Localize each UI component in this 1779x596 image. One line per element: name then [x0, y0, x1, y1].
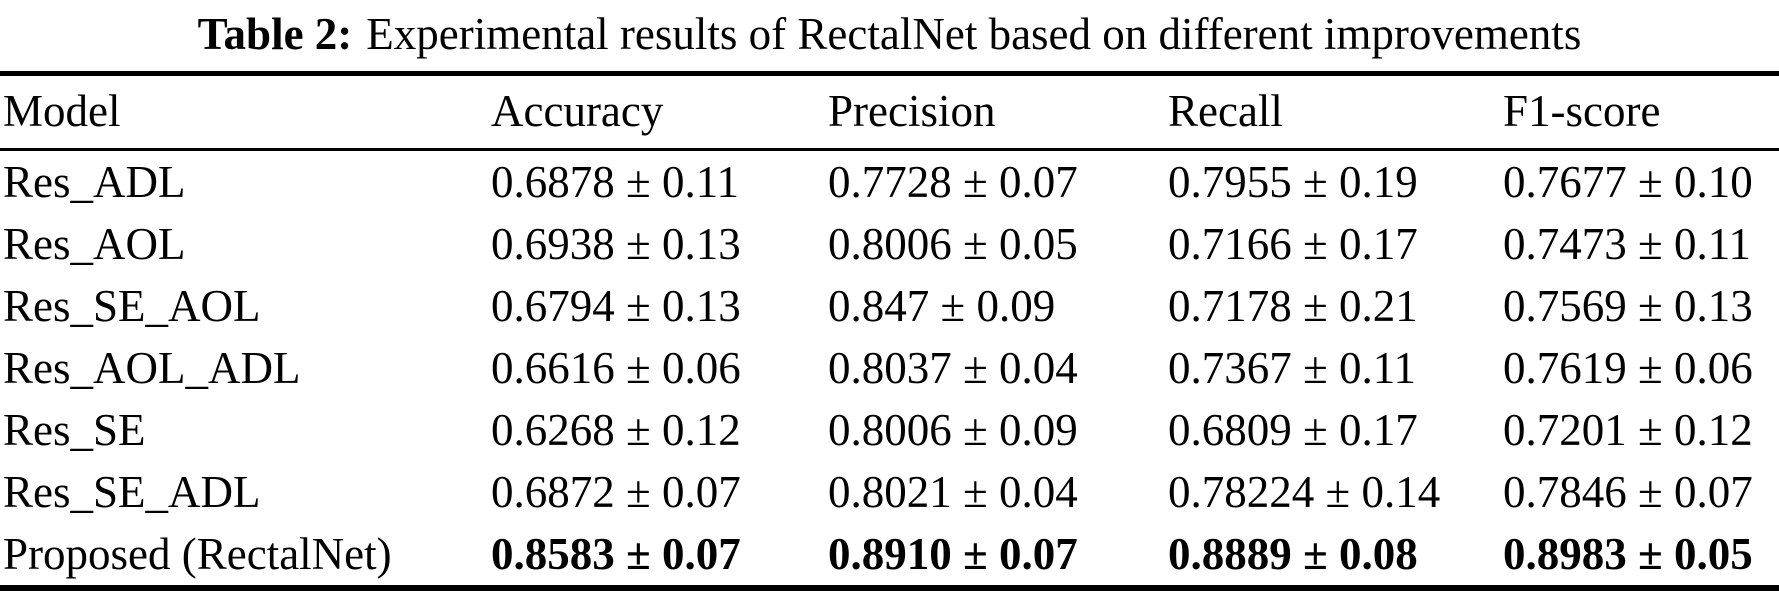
- model-name-cell: Res_SE: [3, 405, 146, 455]
- recall-cell: 0.8889 ± 0.08: [1168, 529, 1418, 579]
- precision-cell: 0.8006 ± 0.05: [828, 219, 1078, 269]
- table-caption-label: Table 2:: [197, 9, 353, 59]
- recall-cell: 0.7166 ± 0.17: [1168, 219, 1418, 269]
- table-row: Res_SE_ADL 0.6872 ± 0.07 0.8021 ± 0.04 0…: [0, 461, 1779, 523]
- accuracy-cell: 0.6938 ± 0.13: [491, 219, 741, 269]
- table-row: Res_AOL 0.6938 ± 0.13 0.8006 ± 0.05 0.71…: [0, 213, 1779, 275]
- recall-cell: 0.78224 ± 0.14: [1168, 467, 1441, 517]
- column-header-model: Model: [3, 86, 121, 136]
- model-name-cell: Proposed (RectalNet): [3, 529, 392, 579]
- model-name-cell: Res_ADL: [3, 157, 186, 207]
- recall-cell: 0.7178 ± 0.21: [1168, 281, 1418, 331]
- accuracy-cell: 0.6872 ± 0.07: [491, 467, 741, 517]
- model-name-cell: Res_SE_AOL: [3, 281, 261, 331]
- f1-score-cell: 0.7201 ± 0.12: [1503, 405, 1753, 455]
- recall-cell: 0.6809 ± 0.17: [1168, 405, 1418, 455]
- column-header-precision: Precision: [828, 86, 996, 136]
- model-name-cell: Res_SE_ADL: [3, 467, 261, 517]
- recall-cell: 0.7367 ± 0.11: [1168, 343, 1417, 393]
- f1-score-cell: 0.7677 ± 0.10: [1503, 157, 1753, 207]
- table-row: Res_SE 0.6268 ± 0.12 0.8006 ± 0.09 0.680…: [0, 399, 1779, 461]
- recall-cell: 0.7955 ± 0.19: [1168, 157, 1418, 207]
- table-row-proposed: Proposed (RectalNet) 0.8583 ± 0.07 0.891…: [0, 523, 1779, 585]
- precision-cell: 0.847 ± 0.09: [828, 281, 1056, 331]
- precision-cell: 0.8021 ± 0.04: [828, 467, 1078, 517]
- model-name-cell: Res_AOL: [3, 219, 186, 269]
- f1-score-cell: 0.7569 ± 0.13: [1503, 281, 1753, 331]
- table-header-row: Model Accuracy Precision Recall F1-score: [0, 76, 1779, 151]
- table-row: Res_AOL_ADL 0.6616 ± 0.06 0.8037 ± 0.04 …: [0, 337, 1779, 399]
- column-header-recall: Recall: [1168, 86, 1283, 136]
- f1-score-cell: 0.7846 ± 0.07: [1503, 467, 1753, 517]
- table-row: Res_ADL 0.6878 ± 0.11 0.7728 ± 0.07 0.79…: [0, 151, 1779, 213]
- model-name-cell: Res_AOL_ADL: [3, 343, 301, 393]
- accuracy-cell: 0.6878 ± 0.11: [491, 157, 740, 207]
- precision-cell: 0.7728 ± 0.07: [828, 157, 1078, 207]
- table-caption: Table 2: Experimental results of RectalNe…: [0, 0, 1779, 71]
- table-caption-text: Experimental results of RectalNet based …: [366, 9, 1582, 59]
- table-row: Res_SE_AOL 0.6794 ± 0.13 0.847 ± 0.09 0.…: [0, 275, 1779, 337]
- f1-score-cell: 0.7473 ± 0.11: [1503, 219, 1752, 269]
- f1-score-cell: 0.7619 ± 0.06: [1503, 343, 1753, 393]
- column-header-f1-score: F1-score: [1503, 86, 1661, 136]
- accuracy-cell: 0.6616 ± 0.06: [491, 343, 741, 393]
- column-header-accuracy: Accuracy: [491, 86, 664, 136]
- accuracy-cell: 0.8583 ± 0.07: [491, 529, 741, 579]
- precision-cell: 0.8006 ± 0.09: [828, 405, 1078, 455]
- accuracy-cell: 0.6268 ± 0.12: [491, 405, 741, 455]
- accuracy-cell: 0.6794 ± 0.13: [491, 281, 741, 331]
- precision-cell: 0.8910 ± 0.07: [828, 529, 1078, 579]
- results-table: Model Accuracy Precision Recall F1-score…: [0, 71, 1779, 591]
- precision-cell: 0.8037 ± 0.04: [828, 343, 1078, 393]
- f1-score-cell: 0.8983 ± 0.05: [1503, 529, 1753, 579]
